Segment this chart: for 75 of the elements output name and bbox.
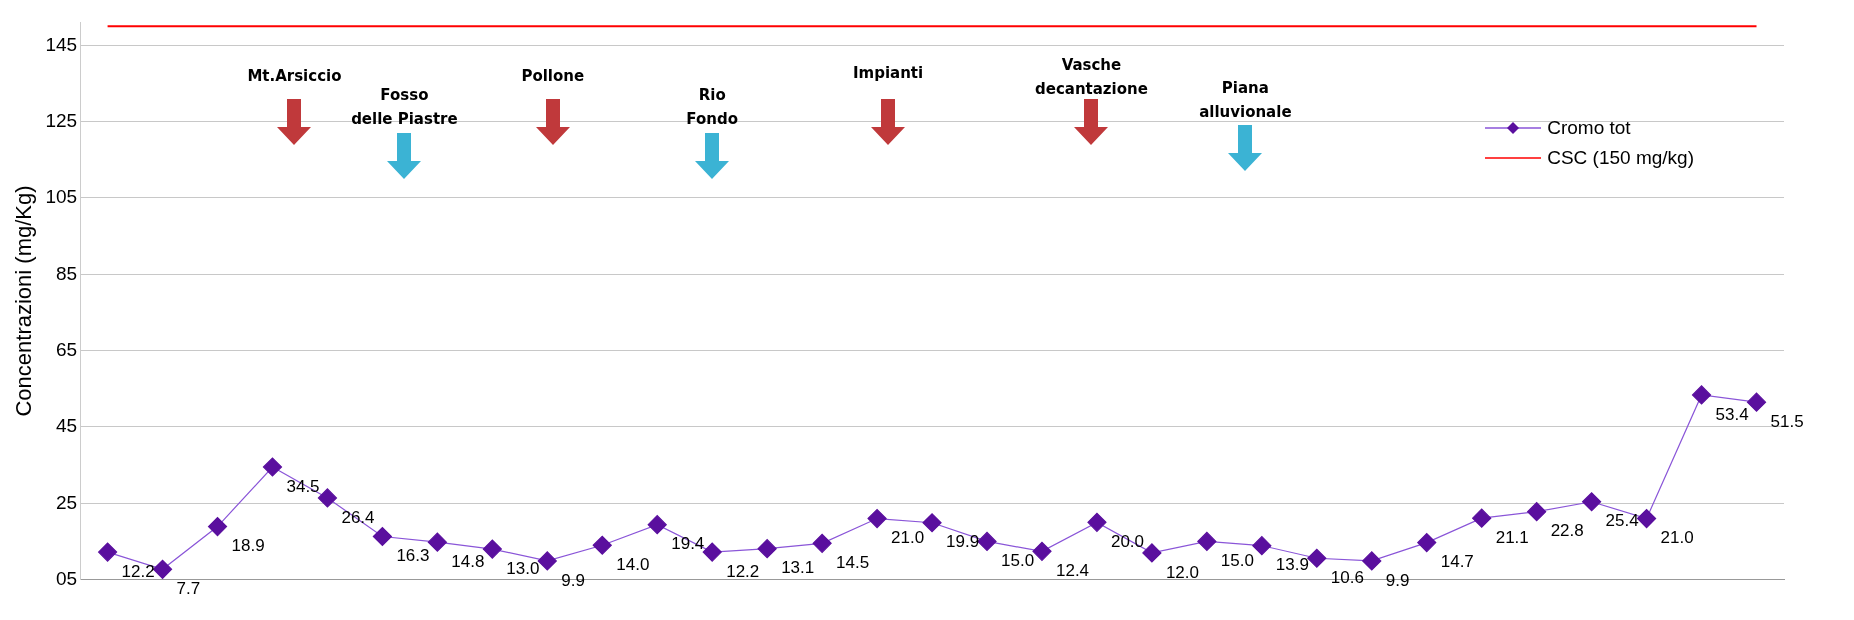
point (262, 457, 283, 477)
point (1417, 532, 1437, 553)
point (702, 542, 722, 562)
point (812, 533, 832, 553)
point (647, 515, 667, 535)
y-tick-label: 145 (45, 33, 78, 55)
data-label: 13.1 (781, 558, 815, 578)
data-label: 19.4 (671, 534, 705, 554)
point (1362, 551, 1382, 571)
point (152, 559, 173, 579)
data-label: 12.4 (1055, 561, 1090, 581)
point (97, 542, 118, 562)
point (1197, 531, 1217, 552)
y-tick-label: 105 (45, 186, 78, 208)
legend-label: Cromo tot (1547, 117, 1631, 139)
point (427, 532, 447, 552)
point (372, 526, 393, 547)
legend-label: CSC (150 mg/kg) (1547, 147, 1694, 169)
data-label: 10.6 (1330, 567, 1364, 587)
y-tick-label: 85 (55, 262, 78, 284)
data-label: 12.2 (121, 561, 155, 581)
data-label: 9.9 (561, 570, 585, 590)
point (1087, 512, 1107, 532)
point (1142, 543, 1162, 563)
y-tick-label: 45 (55, 415, 78, 437)
data-label: 53.4 (1715, 404, 1749, 424)
y-axis-title: Concentrazioni (mg/Kg) (11, 185, 37, 417)
point (1472, 508, 1492, 528)
data-label: 51.5 (1770, 411, 1804, 431)
y-tick-label: 05 (55, 567, 78, 589)
data-label: 12.0 (1165, 562, 1199, 582)
data-label: 15.0 (1220, 551, 1254, 571)
point (207, 516, 228, 537)
point (537, 551, 557, 571)
point (317, 488, 338, 508)
data-label: 9.9 (1385, 570, 1410, 590)
data-label: 7.7 (176, 578, 201, 598)
data-label: 13.0 (506, 558, 540, 578)
data-label: 14.0 (616, 554, 650, 574)
point (482, 539, 502, 559)
point (867, 508, 887, 529)
data-label: 21.0 (1660, 528, 1694, 548)
point (1582, 492, 1602, 512)
point (922, 513, 942, 533)
data-label: 13.9 (1275, 555, 1309, 575)
data-label: 15.0 (1001, 551, 1035, 571)
data-label: 19.9 (946, 532, 980, 552)
point (977, 531, 997, 552)
point (1252, 536, 1272, 556)
annotation: Piana alluvionale (1199, 78, 1292, 121)
data-label: 14.7 (1440, 552, 1474, 572)
annotation: Vasche decantazione (1033, 54, 1149, 100)
point (592, 535, 612, 555)
annotation: Impianti (851, 62, 925, 84)
data-label: 21.0 (891, 528, 925, 548)
y-tick-label: 125 (45, 109, 78, 131)
data-label: 18.9 (231, 536, 265, 556)
data-label: 25.4 (1605, 511, 1639, 531)
annotation: Pollone (520, 66, 586, 88)
data-label: 16.3 (396, 546, 430, 566)
data-label: 12.2 (726, 561, 760, 581)
point (1307, 548, 1327, 568)
annotation: Mt.Arsiccio (246, 66, 343, 88)
annotation: Fosso delle Piastre (350, 85, 459, 131)
point (1527, 502, 1547, 522)
y-tick-label: 25 (55, 491, 78, 513)
data-label: 14.5 (836, 553, 870, 573)
point (757, 539, 777, 559)
data-label: 22.8 (1550, 521, 1584, 541)
data-label: 21.1 (1495, 527, 1529, 547)
point (1032, 541, 1052, 561)
y-tick-label: 65 (55, 338, 78, 360)
data-label: 14.8 (451, 551, 485, 571)
point (1691, 385, 1712, 405)
annotation: Rio Fondo (685, 85, 739, 131)
